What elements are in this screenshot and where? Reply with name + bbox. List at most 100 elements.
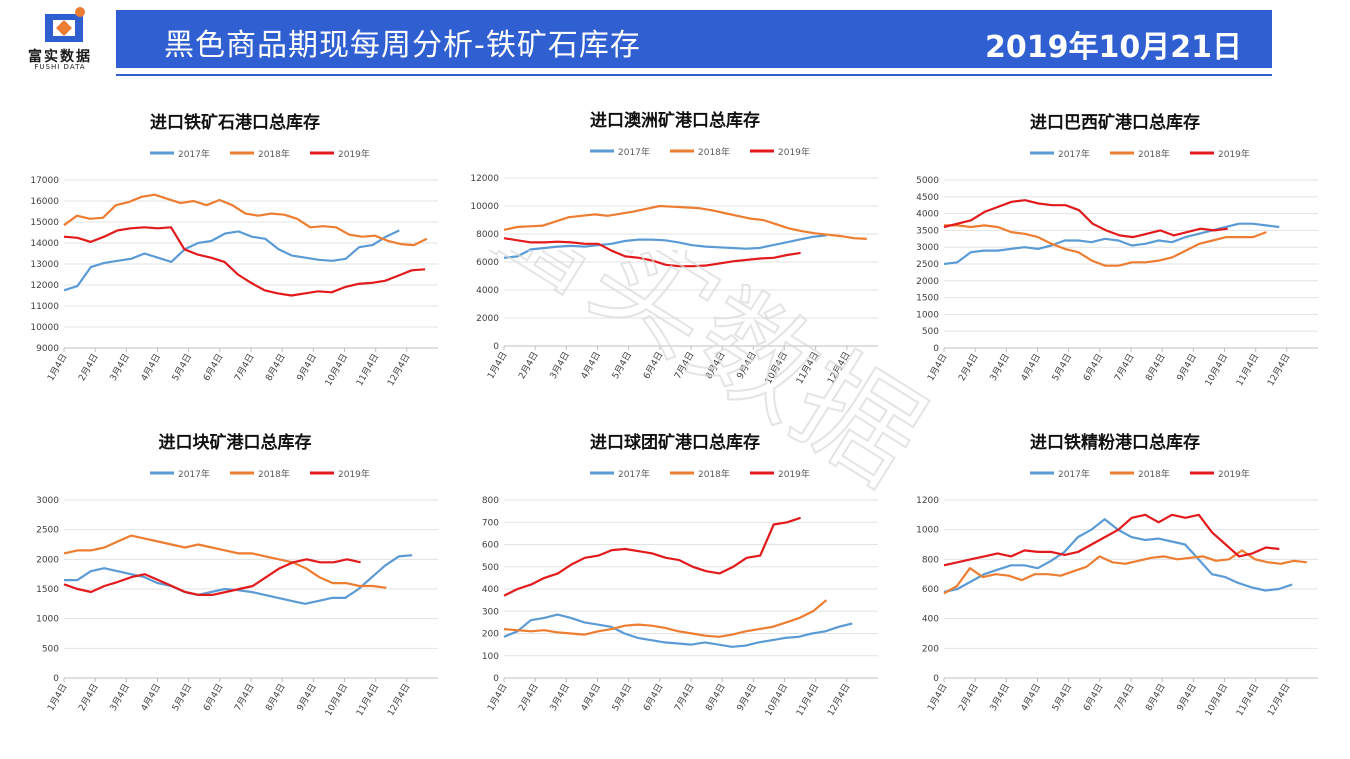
page-title: 黑色商品期现每周分析-铁矿石库存 — [164, 28, 641, 63]
series-line-2019年 — [63, 558, 361, 596]
y-tick-label: 3000 — [36, 496, 59, 506]
x-tick-label: 4月4日 — [1019, 352, 1043, 383]
x-tick-label: 7月4日 — [1112, 352, 1136, 383]
y-tick-label: 6000 — [476, 258, 499, 268]
x-tick-label: 1月4日 — [45, 352, 69, 383]
legend-label: 2018年 — [698, 468, 730, 480]
x-tick-label: 2月4日 — [957, 352, 981, 383]
x-tick-label: 5月4日 — [610, 682, 634, 713]
legend-label: 2017年 — [618, 468, 650, 480]
y-tick-label: 500 — [42, 644, 59, 654]
legend-label: 2018年 — [258, 148, 290, 160]
y-tick-label: 12000 — [470, 174, 499, 184]
chart-title: 进口澳洲矿港口总库存 — [590, 111, 760, 131]
legend-label: 2019年 — [1218, 148, 1250, 160]
x-tick-label: 2月4日 — [517, 682, 541, 713]
y-tick-label: 800 — [482, 496, 499, 506]
header-banner: 黑色商品期现每周分析-铁矿石库存 2019年10月21日 — [116, 10, 1272, 68]
x-tick-label: 1月4日 — [925, 682, 949, 713]
y-tick-label: 500 — [482, 563, 499, 573]
x-tick-label: 6月4日 — [201, 682, 225, 713]
y-tick-label: 16000 — [30, 197, 59, 207]
x-tick-label: 10月4日 — [763, 682, 790, 718]
y-tick-label: 2000 — [916, 277, 939, 287]
y-tick-label: 100 — [482, 652, 499, 662]
legend-label: 2017年 — [178, 148, 210, 160]
x-tick-label: 9月4日 — [1175, 352, 1199, 383]
y-tick-label: 0 — [933, 344, 939, 354]
x-tick-label: 11月4日 — [354, 682, 381, 718]
logo: 富实数据 FUSHI DATA — [8, 6, 112, 71]
y-tick-label: 1200 — [916, 496, 939, 506]
series-line-2018年 — [63, 193, 428, 247]
x-tick-label: 1月4日 — [485, 350, 509, 381]
chart-title: 进口铁精粉港口总库存 — [1030, 433, 1200, 453]
logo-name: 富实数据 — [28, 49, 92, 65]
y-tick-label: 1500 — [916, 294, 939, 304]
chart-plot: 2017年 2018年 2019年 0 100 200 300 400 500 600 700 800… — [482, 468, 878, 718]
x-tick-label: 12月4日 — [385, 352, 412, 388]
x-tick-label: 10月4日 — [323, 352, 350, 388]
legend-label: 2017年 — [178, 468, 210, 480]
x-tick-label: 6月4日 — [1081, 352, 1105, 383]
y-tick-label: 9000 — [36, 344, 59, 354]
y-tick-label: 11000 — [30, 302, 59, 312]
x-tick-label: 12月4日 — [825, 350, 852, 386]
y-tick-label: 2500 — [36, 526, 59, 536]
x-tick-label: 3月4日 — [988, 352, 1012, 383]
x-tick-label: 6月4日 — [1081, 682, 1105, 713]
legend-label: 2018年 — [698, 146, 730, 158]
legend-label: 2019年 — [778, 146, 810, 158]
header-rule — [116, 74, 1272, 76]
x-tick-label: 7月4日 — [672, 350, 696, 381]
x-tick-label: 11月4日 — [354, 352, 381, 388]
chart-title: 进口球团矿港口总库存 — [590, 433, 760, 453]
y-tick-label: 4000 — [476, 286, 499, 296]
y-tick-label: 600 — [922, 585, 939, 595]
x-tick-label: 8月4日 — [264, 682, 288, 713]
y-tick-label: 0 — [933, 674, 939, 684]
y-tick-label: 1500 — [36, 585, 59, 595]
x-tick-label: 2月4日 — [77, 352, 101, 383]
x-tick-label: 2月4日 — [517, 350, 541, 381]
x-tick-label: 9月4日 — [295, 352, 319, 383]
x-tick-label: 4月4日 — [139, 682, 163, 713]
x-tick-label: 11月4日 — [1234, 682, 1261, 718]
x-tick-label: 8月4日 — [1144, 682, 1168, 713]
x-tick-label: 7月4日 — [672, 682, 696, 713]
series-line-2018年 — [944, 224, 1267, 267]
x-tick-label: 12月4日 — [1265, 682, 1292, 718]
x-tick-label: 4月4日 — [1019, 682, 1043, 713]
x-tick-label: 1月4日 — [45, 682, 69, 713]
x-tick-label: 5月4日 — [1050, 682, 1074, 713]
x-tick-label: 4月4日 — [579, 682, 603, 713]
x-tick-label: 5月4日 — [170, 352, 194, 383]
x-tick-label: 1月4日 — [925, 352, 949, 383]
x-tick-label: 11月4日 — [794, 682, 821, 718]
y-tick-label: 200 — [482, 630, 499, 640]
y-tick-label: 400 — [482, 585, 499, 595]
chart-plot: 2017年 2018年 2019年 0 500 1000 1500 2000 2500 3000 1… — [36, 468, 438, 718]
series-line-2018年 — [503, 204, 867, 240]
legend-label: 2019年 — [338, 148, 370, 160]
chart-plot: 2017年 2018年 2019年 0 200 400 600 800 1000 1200 1月4日… — [916, 468, 1318, 718]
legend-label: 2019年 — [778, 468, 810, 480]
x-tick-label: 4月4日 — [579, 350, 603, 381]
x-tick-label: 2月4日 — [957, 682, 981, 713]
legend-label: 2019年 — [338, 468, 370, 480]
series-line-2017年 — [943, 222, 1280, 266]
chart-brazil-ore: 进口巴西矿港口总库存 2017年 2018年 2019年 0 500 1000 1500 20… — [900, 100, 1330, 410]
x-tick-label: 6月4日 — [641, 682, 665, 713]
series-line-2019年 — [943, 199, 1228, 239]
y-tick-label: 800 — [922, 555, 939, 565]
x-tick-label: 12月4日 — [825, 682, 852, 718]
y-tick-label: 2000 — [36, 555, 59, 565]
x-tick-label: 9月4日 — [735, 682, 759, 713]
chart-plot: 2017年 2018年 2019年 9000 10000 11000 12000 13000 1… — [30, 148, 438, 388]
y-tick-label: 14000 — [30, 239, 59, 249]
x-tick-label: 7月4日 — [232, 352, 256, 383]
chart-concentrate-ore: 进口铁精粉港口总库存 2017年 2018年 2019年 0 200 400 600 800 1… — [900, 420, 1330, 740]
y-tick-label: 2500 — [916, 260, 939, 270]
y-tick-label: 12000 — [30, 281, 59, 291]
legend-label: 2017年 — [618, 146, 650, 158]
